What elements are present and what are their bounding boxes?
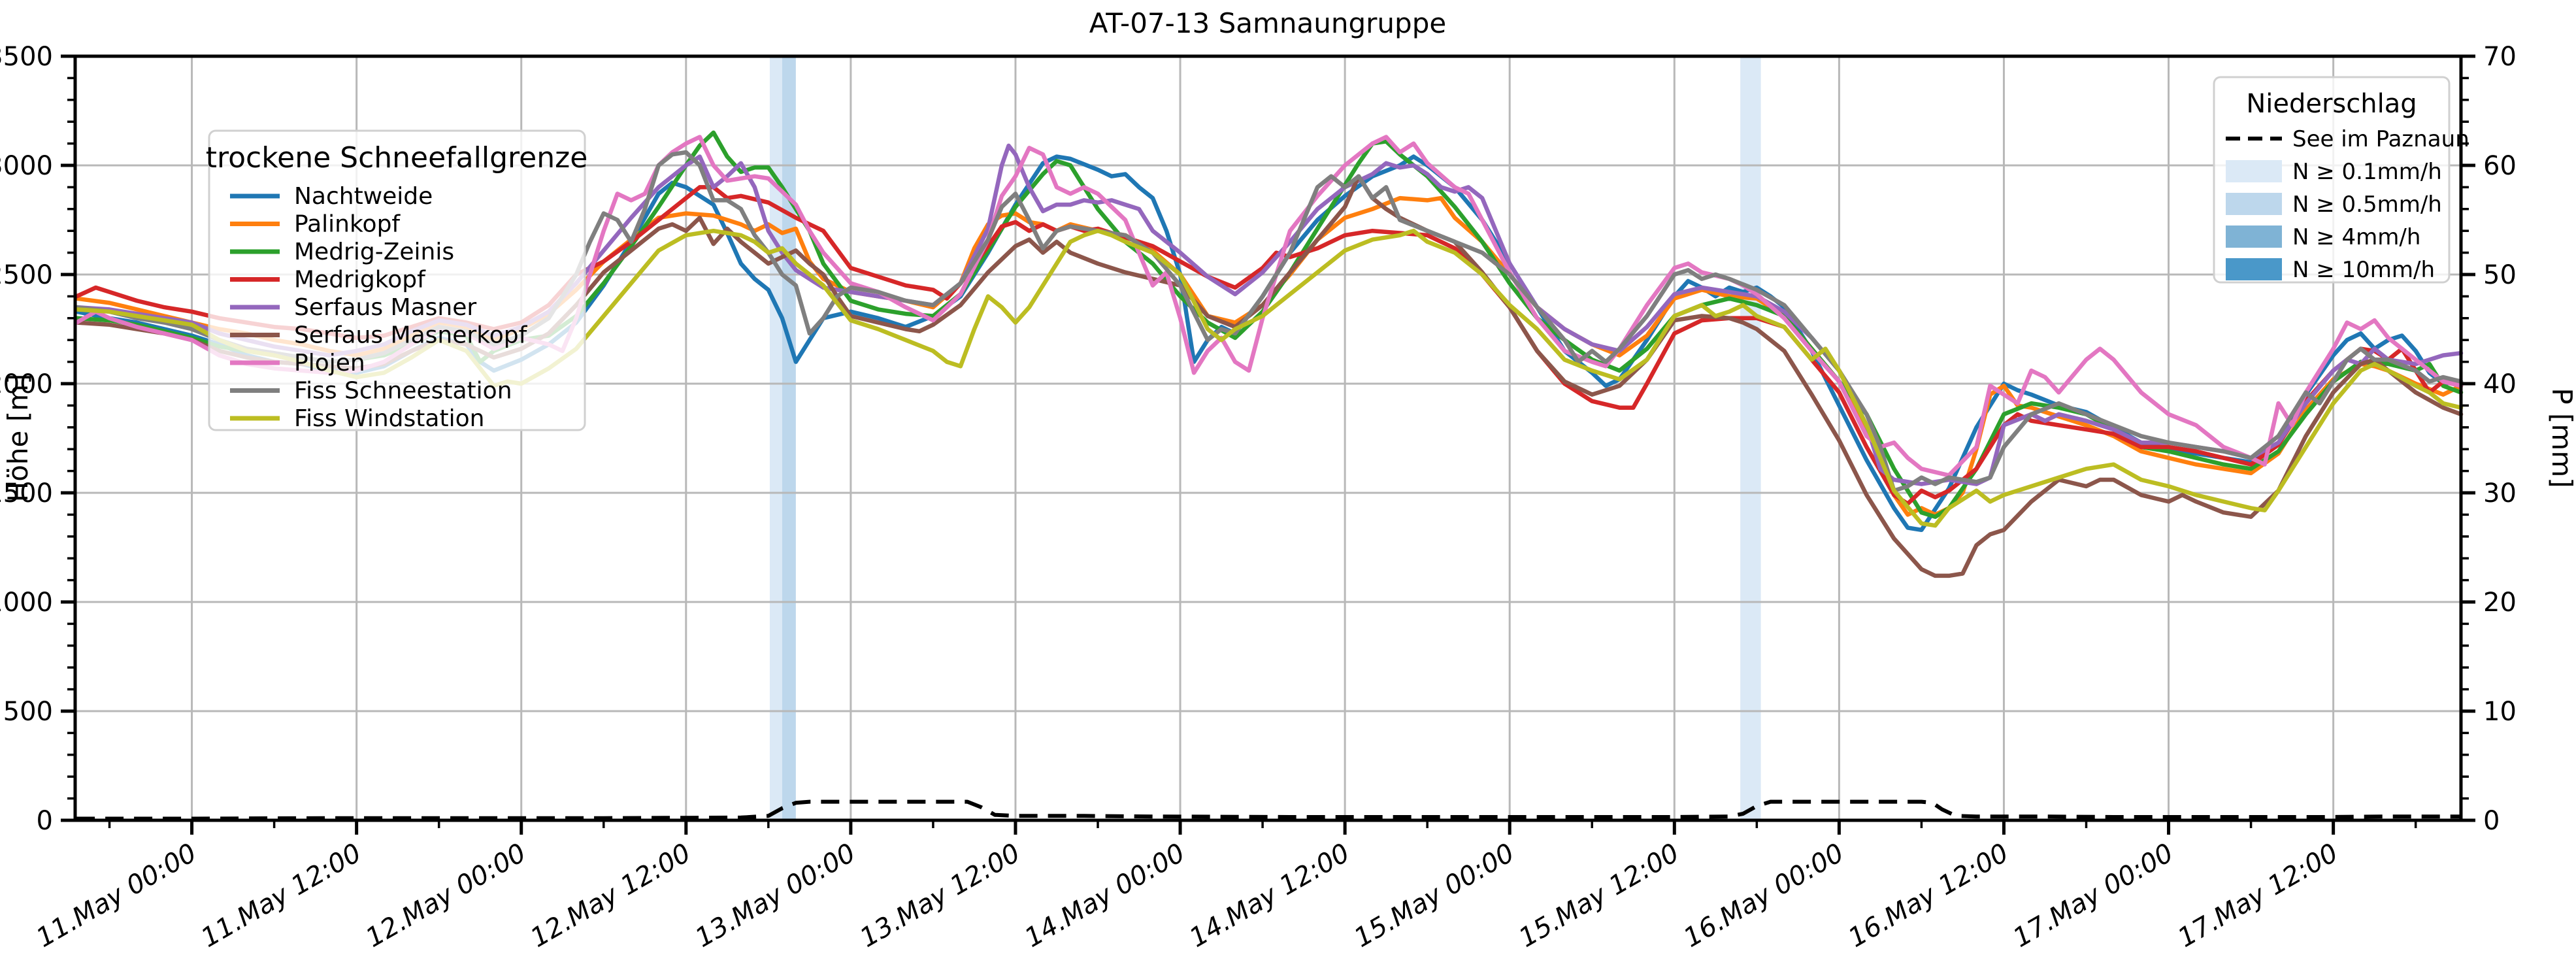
legend-item-label: Fiss Windstation [294, 405, 484, 432]
legend-item-label: N ≥ 10mm/h [2292, 257, 2435, 283]
legend-item-fiss-windstation: Fiss Windstation [230, 405, 484, 432]
legend-item-label: Serfaus Masnerkopf [294, 322, 528, 349]
legend-item-see-im-paznaun: See im Paznaun [2226, 126, 2469, 152]
series-line-plojen [74, 135, 2464, 478]
x-tick-label: 11.May 12:00 [196, 838, 367, 954]
precip-band [782, 56, 796, 820]
legend-patch-swatch [2226, 225, 2282, 248]
y-left-tick-label: 1000 [0, 588, 53, 618]
y-right-tick-label: 30 [2483, 478, 2517, 509]
precip-band [1740, 56, 1761, 820]
legend-patch-swatch [2226, 258, 2282, 280]
legend-item-medrig-zeinis: Medrig-Zeinis [230, 239, 454, 265]
y-left-tick-label: 0 [37, 806, 53, 836]
precip-bands-layer [769, 56, 1761, 820]
y-axis-label-left: Höhe [m] [2, 374, 34, 503]
y-right-tick-label: 0 [2483, 806, 2500, 836]
legend-patch-swatch [2226, 160, 2282, 182]
legend-item-precip-level-3: N ≥ 10mm/h [2226, 257, 2435, 283]
legend-item-label: Fiss Schneestation [294, 378, 512, 405]
legend-patch-swatch [2226, 193, 2282, 215]
x-tick-label: 16.May 00:00 [1679, 838, 1849, 954]
y-left-tick-label: 3500 [0, 42, 53, 72]
y-right-tick-label: 10 [2483, 697, 2517, 727]
x-tick-label: 13.May 12:00 [855, 838, 1025, 954]
x-tick-label: 12.May 00:00 [361, 838, 531, 954]
plot-frame [73, 54, 2463, 822]
y-right-tick-label: 60 [2483, 151, 2517, 181]
x-tick-label: 12.May 12:00 [525, 838, 696, 954]
legend-item-label: Medrigkopf [294, 267, 426, 293]
legend-snowline-box [208, 129, 586, 431]
x-tick-label: 16.May 12:00 [1843, 838, 2014, 954]
legend-item-serfaus-masner: Serfaus Masner [230, 294, 476, 321]
legend-item-precip-level-1: N ≥ 0.5mm/h [2226, 192, 2442, 218]
precip-line-layer [76, 799, 2461, 821]
legend-item-label: Plojen [294, 350, 365, 376]
x-tick-label: 14.May 12:00 [1185, 838, 1355, 954]
legend-item-label: Nachtweide [294, 183, 433, 210]
legend-item-fiss-schneestation: Fiss Schneestation [230, 378, 512, 405]
y-right-tick-label: 70 [2483, 42, 2517, 72]
grid-layer [75, 56, 2461, 820]
y-left-tick-label: 500 [3, 697, 53, 727]
legend-item-label: Serfaus Masner [294, 294, 476, 321]
x-tick-label: 15.May 12:00 [1514, 838, 1685, 954]
y-right-tick-label: 20 [2483, 588, 2517, 618]
legend-item-label: N ≥ 4mm/h [2292, 224, 2420, 250]
legend-item-label: Palinkopf [294, 211, 401, 238]
y-right-tick-label: 40 [2483, 369, 2517, 399]
legend-item-medrigkopf: Medrigkopf [230, 267, 426, 293]
y-left-tick-label: 1500 [0, 478, 53, 509]
legend-precip: Niederschlag See im Paznaun N ≥ 0.1mm/h N ≥… [2213, 76, 2469, 284]
y-left-tick-label: 2500 [0, 260, 53, 290]
y-right-tick-label: 50 [2483, 260, 2517, 290]
x-tick-label: 15.May 00:00 [1349, 838, 1520, 954]
legend-snowline: trockene Schneefallgrenze NachtweidePalin… [206, 129, 588, 432]
x-tick-label: 11.May 00:00 [31, 838, 202, 954]
x-tick-label: 14.May 00:00 [1020, 838, 1191, 954]
legend-item-label: See im Paznaun [2292, 126, 2469, 152]
legend-item-palinkopf: Palinkopf [230, 211, 401, 238]
x-tick-label: 17.May 12:00 [2173, 838, 2343, 954]
legend-item-label: Medrig-Zeinis [294, 239, 454, 265]
legend-item-label: N ≥ 0.5mm/h [2292, 192, 2442, 218]
legend-item-precip-level-0: N ≥ 0.1mm/h [2226, 159, 2442, 185]
precip-dashed-line [76, 799, 2461, 821]
y-axis-label-right: P [mm] [2546, 388, 2576, 488]
y-left-tick-label: 2000 [0, 369, 53, 399]
legend-precip-title: Niederschlag [2246, 89, 2417, 119]
legend-item-precip-level-2: N ≥ 4mm/h [2226, 224, 2420, 250]
chart-title: AT-07-13 Samnaungruppe [1089, 7, 1446, 39]
y-left-tick-label: 3000 [0, 151, 53, 181]
series-line-fiss-schneestation [74, 150, 2464, 493]
legend-item-nachtweide: Nachtweide [230, 183, 433, 210]
legend-snowline-title: trockene Schneefallgrenze [206, 141, 588, 175]
legend-item-serfaus-masnerkopf: Serfaus Masnerkopf [230, 322, 528, 349]
legend-item-label: N ≥ 0.1mm/h [2292, 159, 2442, 185]
x-tick-label: 17.May 00:00 [2008, 838, 2179, 954]
x-tick-label: 13.May 00:00 [690, 838, 861, 954]
legend-item-plojen: Plojen [230, 350, 365, 376]
